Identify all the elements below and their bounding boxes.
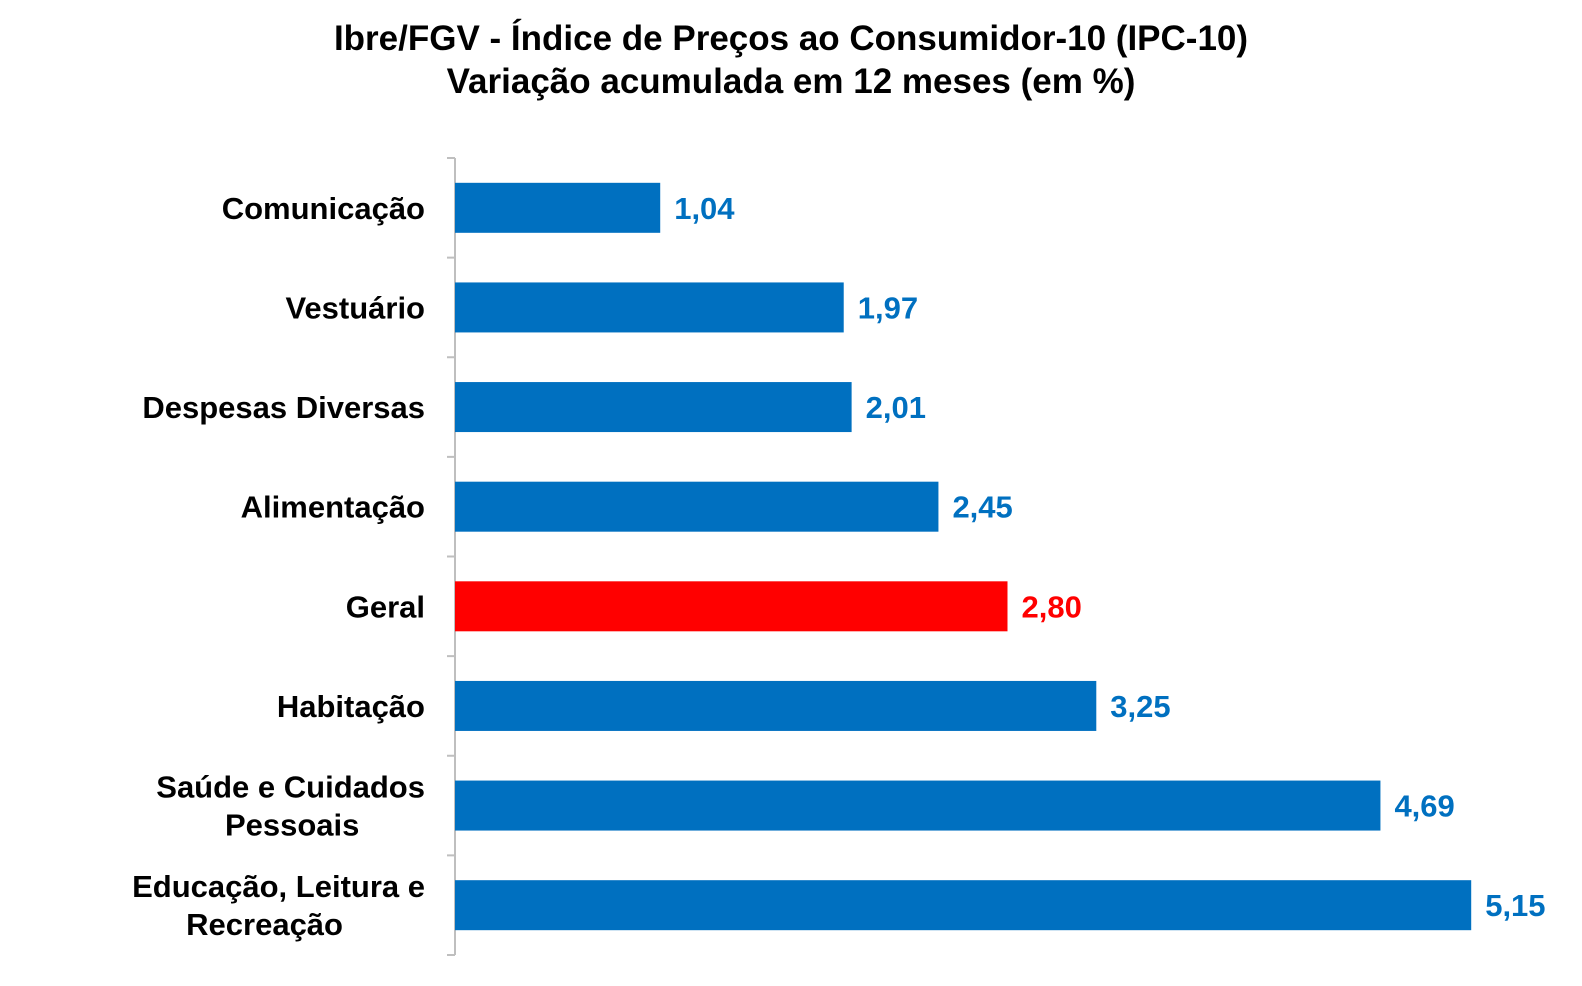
chart-subtitle: Variação acumulada em 12 meses (em %) (446, 62, 1136, 101)
data-label: 4,69 (1394, 789, 1454, 824)
bar (455, 481, 939, 532)
data-label: 5,15 (1485, 888, 1545, 923)
category-label: Despesas Diversas (142, 390, 425, 425)
bar-highlight (455, 581, 1008, 632)
data-label: 2,01 (866, 390, 926, 425)
bar (455, 182, 661, 233)
data-label: 1,04 (674, 191, 735, 226)
bar (455, 780, 1381, 831)
chart-title: Ibre/FGV - Índice de Preços ao Consumido… (333, 19, 1249, 58)
category-label: Saúde e Cuidados Pessoais (156, 770, 425, 843)
bar (455, 282, 844, 333)
category-label: Habitação (277, 689, 425, 724)
category-label-line: Pessoais (225, 808, 359, 843)
data-label: 1,97 (858, 290, 918, 325)
category-label: Comunicação (222, 191, 425, 226)
data-label: 2,45 (952, 490, 1012, 525)
category-label-line: Saúde e Cuidados (156, 770, 425, 805)
category-label-line: Recreação (186, 907, 343, 942)
category-label: Educação, Leitura e Recreação (132, 869, 425, 942)
bar (455, 680, 1097, 731)
bar (455, 382, 852, 433)
category-label: Vestuário (285, 290, 425, 325)
data-label: 3,25 (1110, 689, 1170, 724)
category-label: Geral (346, 589, 425, 624)
category-label-line: Educação, Leitura e (132, 869, 425, 904)
data-label: 2,80 (1022, 589, 1082, 624)
category-label: Alimentação (241, 490, 425, 525)
bar (455, 880, 1472, 931)
